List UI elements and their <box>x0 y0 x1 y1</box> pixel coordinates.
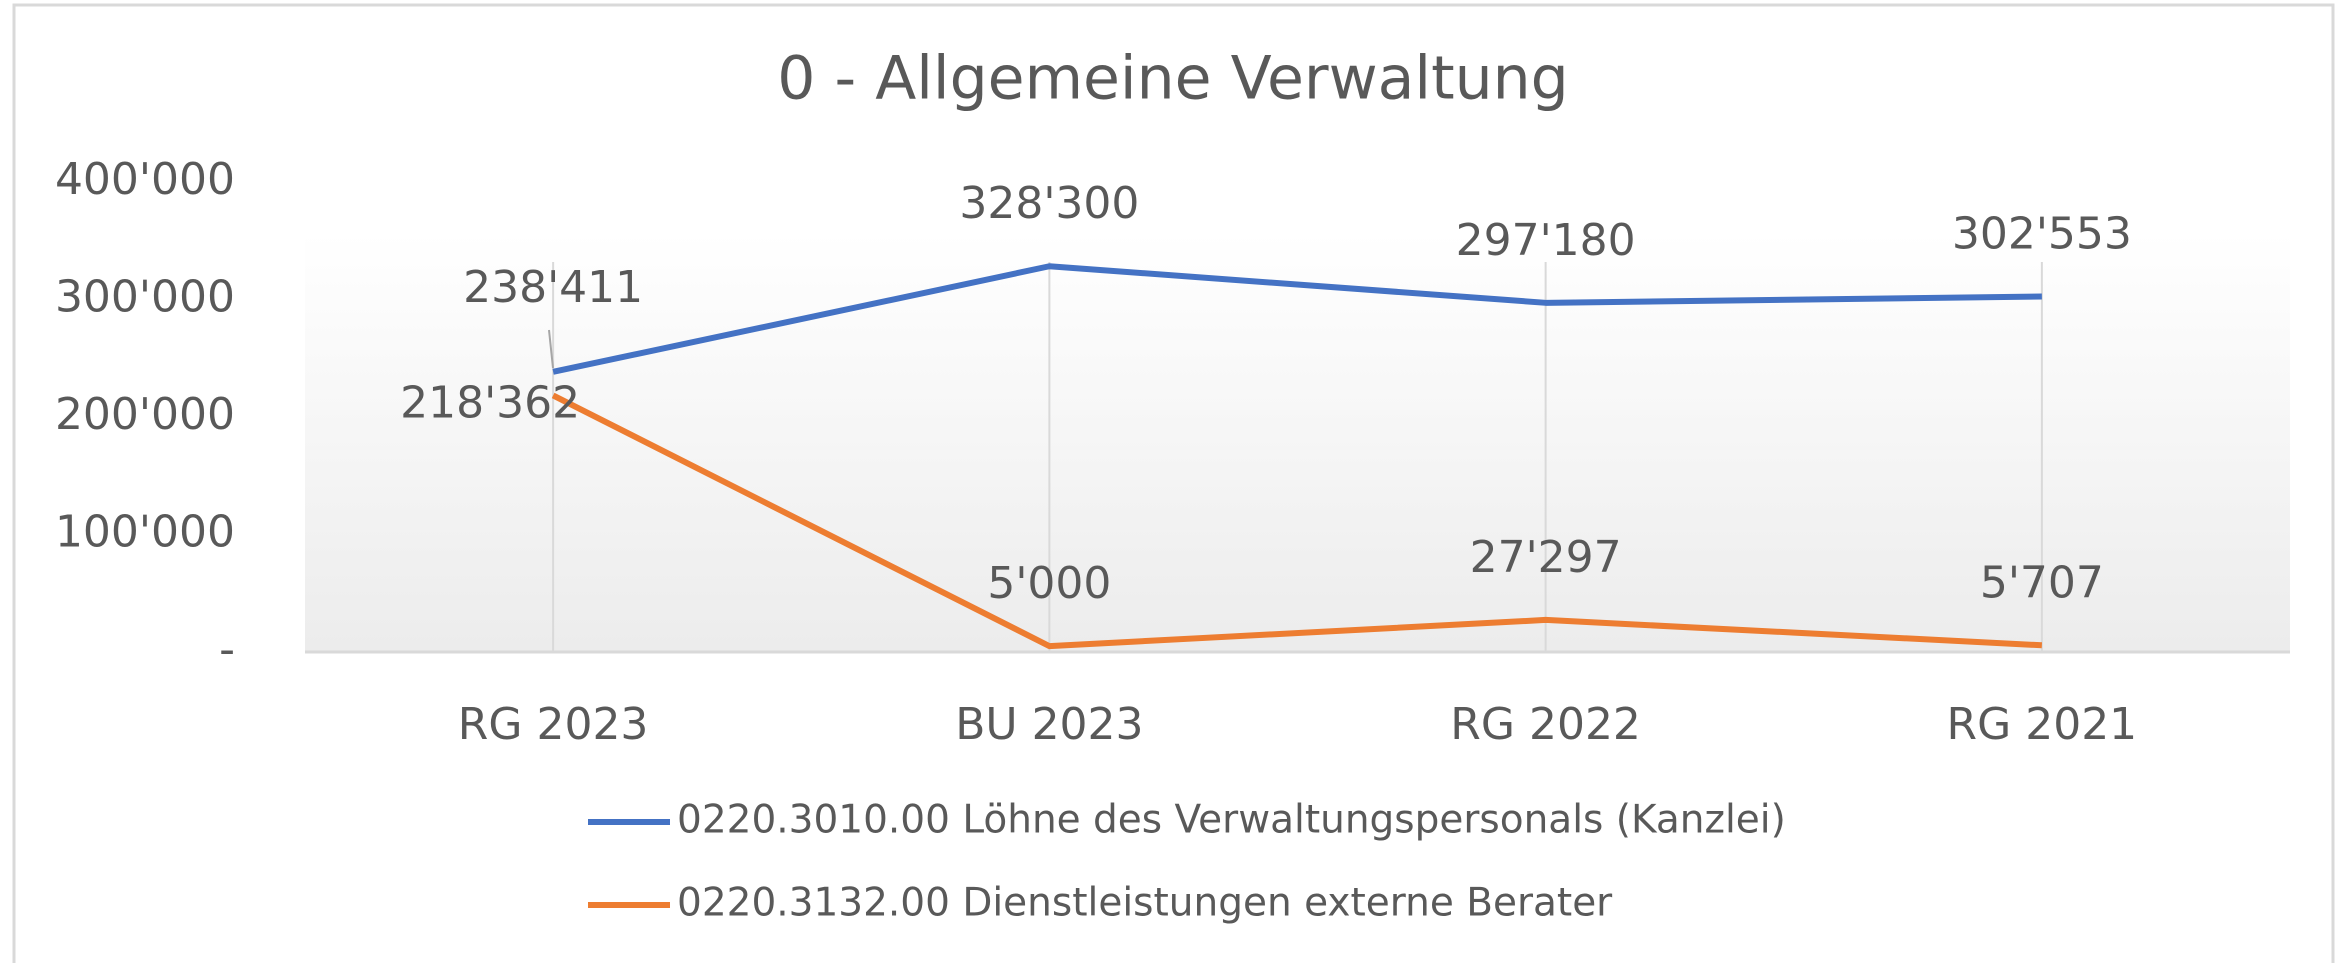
y-tick-label: 300'000 <box>55 272 235 323</box>
data-label: 328'300 <box>959 178 1139 229</box>
data-label: 218'362 <box>400 377 580 428</box>
data-label: 5'000 <box>987 558 1111 609</box>
legend-label: 0220.3132.00 Dienstleistungen externe Be… <box>677 881 1613 926</box>
plot-area <box>305 232 2290 652</box>
line <box>552 263 2042 375</box>
data-label: 27'297 <box>1470 532 1622 583</box>
x-tick-label: RG 2023 <box>458 699 649 750</box>
y-tick-label: 100'000 <box>55 507 235 558</box>
leader-line <box>548 329 554 369</box>
chart-title: 0 - Allgemeine Verwaltung <box>777 44 1569 114</box>
y-tick-label: 400'000 <box>55 154 235 205</box>
y-tick-label: 200'000 <box>55 389 235 440</box>
legend-label: 0220.3010.00 Löhne des Verwaltungsperson… <box>677 798 1786 843</box>
y-tick-label: - <box>219 624 235 675</box>
data-label: 5'707 <box>1980 557 2104 608</box>
data-label: 238'411 <box>463 262 643 313</box>
data-label: 302'553 <box>1952 209 2132 260</box>
x-tick-label: RG 2021 <box>1947 699 2138 750</box>
x-tick-label: BU 2023 <box>955 699 1143 750</box>
x-tick-label: RG 2022 <box>1450 699 1641 750</box>
line <box>551 392 2043 650</box>
data-label: 297'180 <box>1456 215 1636 266</box>
